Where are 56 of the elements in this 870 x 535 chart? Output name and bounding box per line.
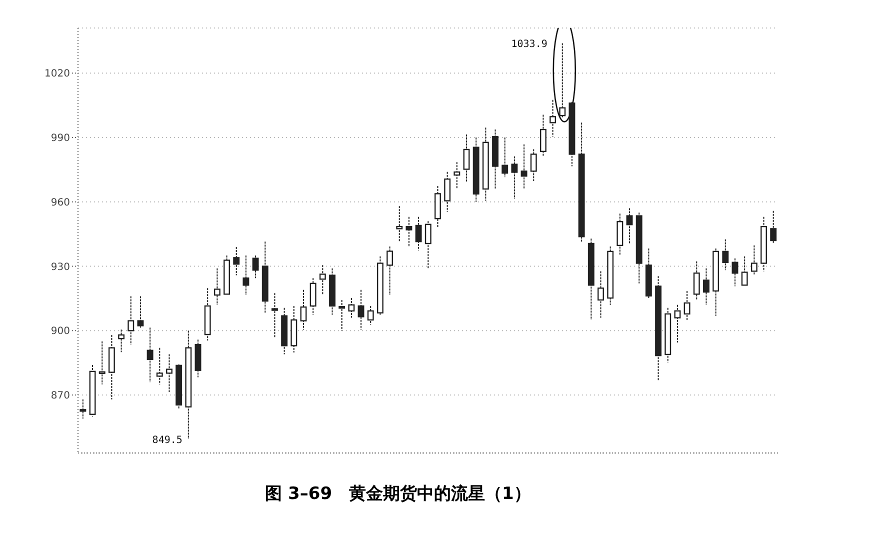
candlestick bbox=[444, 171, 451, 212]
text: 图 3–69 黄金期货中的流星（1） bbox=[264, 483, 532, 505]
candlestick bbox=[386, 246, 394, 296]
candlestick bbox=[722, 238, 729, 271]
candlestick bbox=[616, 213, 624, 256]
candlestick bbox=[502, 136, 508, 178]
candlestick bbox=[156, 347, 163, 385]
annotation: 1033.9 bbox=[511, 39, 548, 50]
candlestick bbox=[319, 264, 326, 296]
y-tick-label: 930 bbox=[50, 262, 70, 273]
y-tick-label: 990 bbox=[50, 133, 70, 144]
candlestick bbox=[214, 268, 220, 306]
candlestick bbox=[137, 296, 144, 328]
candlestick bbox=[358, 289, 364, 330]
y-tick-label: 960 bbox=[50, 197, 70, 208]
candlestick bbox=[674, 304, 681, 343]
y-tick-label: 870 bbox=[50, 390, 70, 402]
candlestick bbox=[741, 256, 748, 287]
candlestick bbox=[271, 292, 278, 338]
candlestick bbox=[520, 144, 528, 190]
candlestick bbox=[598, 270, 604, 318]
candlestick bbox=[750, 244, 758, 276]
y-tick-label: 900 bbox=[50, 326, 70, 338]
candlestick bbox=[80, 398, 86, 420]
annotation: 849.5 bbox=[152, 435, 182, 446]
candlestick bbox=[511, 156, 518, 200]
candlestick bbox=[463, 134, 470, 183]
candlestick bbox=[338, 299, 346, 332]
candlestick bbox=[530, 148, 537, 182]
candlestick bbox=[693, 260, 700, 300]
candlestick bbox=[252, 255, 259, 279]
candlestick bbox=[684, 290, 690, 322]
candlestick bbox=[146, 327, 154, 383]
candlestick bbox=[233, 246, 240, 276]
candlestick bbox=[348, 298, 355, 318]
candlestick bbox=[540, 114, 546, 157]
candlestick bbox=[310, 278, 316, 316]
y-tick-label: 1020 bbox=[44, 68, 70, 80]
candlestick bbox=[626, 208, 633, 244]
candlestick bbox=[424, 220, 432, 269]
candlestick bbox=[559, 42, 566, 118]
candlestick bbox=[454, 162, 460, 190]
candlestick bbox=[128, 296, 134, 346]
candlestick bbox=[242, 255, 250, 296]
candlestick bbox=[550, 99, 556, 138]
candlestick bbox=[300, 289, 307, 330]
candlestick bbox=[98, 340, 106, 385]
candlestick bbox=[703, 268, 710, 306]
candlestick bbox=[367, 305, 374, 326]
candlestick bbox=[118, 329, 125, 353]
candlestick bbox=[166, 354, 172, 393]
candlestick bbox=[770, 210, 777, 244]
candlestick bbox=[396, 206, 403, 242]
candlestick bbox=[415, 216, 422, 251]
candlestick bbox=[406, 216, 412, 248]
candlestick bbox=[732, 258, 738, 287]
